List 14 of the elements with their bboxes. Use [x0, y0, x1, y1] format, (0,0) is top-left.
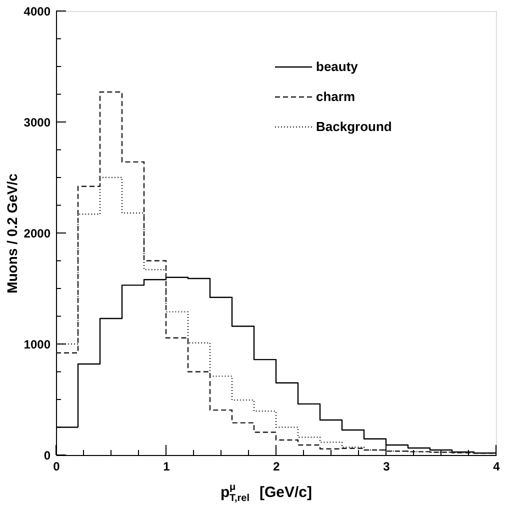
- y-tick-label: 3000: [24, 116, 51, 130]
- x-tick-label: 4: [493, 460, 500, 474]
- x-tick-label: 2: [273, 460, 280, 474]
- x-tick-label: 3: [383, 460, 390, 474]
- y-tick-label: 0: [44, 448, 51, 462]
- y-axis-title: Muons / 0.2 GeV/c: [4, 173, 20, 294]
- y-tick-label: 2000: [24, 226, 51, 240]
- legend-label: Background: [316, 119, 392, 134]
- y-tick-label: 4000: [24, 4, 51, 18]
- x-tick-label: 1: [163, 460, 170, 474]
- y-tick-label: 1000: [24, 338, 51, 352]
- legend-label: charm: [316, 89, 356, 104]
- legend-label: beauty: [316, 59, 359, 74]
- x-tick-label: 0: [53, 460, 60, 474]
